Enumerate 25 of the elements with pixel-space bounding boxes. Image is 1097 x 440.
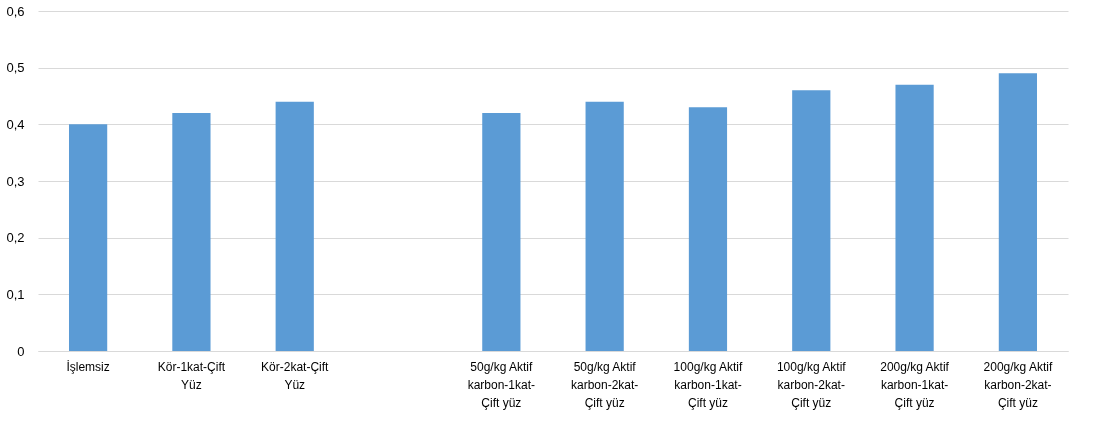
y-tick-label: 0 [17, 343, 25, 359]
bar [275, 101, 314, 351]
x-tick-label: 100g/kg Aktif karbon-2kat-Çift yüz [776, 359, 847, 410]
bar [172, 113, 211, 351]
y-tick-label: 0,5 [6, 60, 25, 76]
y-tick-label: 0,2 [6, 230, 25, 246]
y-tick-label: 0,4 [6, 116, 25, 132]
x-tick-label: İşlemsiz [66, 359, 110, 374]
bar [895, 84, 934, 351]
y-tick-label: 0,3 [6, 173, 25, 189]
bar [68, 124, 108, 351]
bar [585, 101, 624, 351]
y-tick-label: 0,6 [6, 3, 25, 19]
x-tick-label: 50g/kg Aktif karbon-1kat-Çift yüz [467, 359, 536, 410]
bar [482, 113, 521, 351]
x-tick-label: Kör-2kat-Çift Yüz [261, 359, 330, 392]
bar [688, 107, 728, 351]
bar [792, 90, 831, 351]
x-tick-label: 100g/kg Aktif karbon-1kat-Çift yüz [673, 359, 743, 410]
bar [998, 73, 1038, 351]
x-tick-label: 200g/kg Aktif karbon-2kat-Çift yüz [983, 359, 1053, 410]
x-tick-label: 200g/kg Aktif karbon-1kat-Çift yüz [880, 359, 950, 410]
x-tick-label: 50g/kg Aktif karbon-2kat-Çift yüz [570, 359, 639, 410]
y-tick-label: 0,1 [6, 286, 25, 302]
x-tick-label: Kör-1kat-Çift Yüz [157, 359, 226, 392]
